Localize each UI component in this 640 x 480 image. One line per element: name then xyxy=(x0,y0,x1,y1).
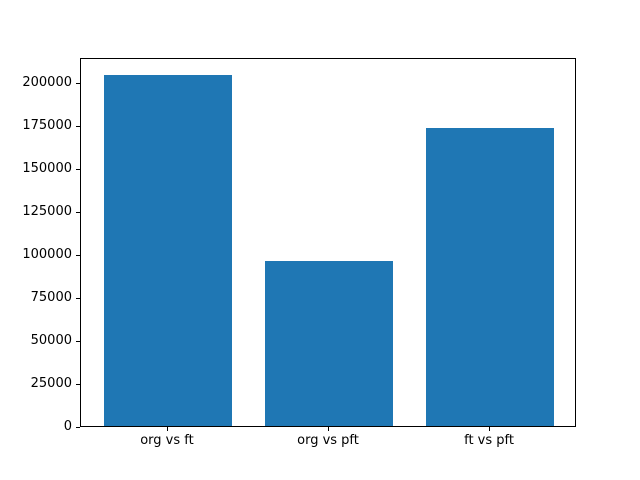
y-axis-tick-mark xyxy=(76,168,80,170)
x-axis-tick-mark xyxy=(328,427,329,431)
y-axis-tick-mark xyxy=(76,211,80,213)
y-axis-tick-mark xyxy=(76,82,80,84)
y-axis-tick-mark xyxy=(76,340,80,342)
x-axis-tick-mark xyxy=(489,427,491,431)
bar-org-vs-pft xyxy=(264,261,394,426)
y-axis-tick-label: 100000 xyxy=(22,246,72,262)
y-axis-tick-label: 175000 xyxy=(22,117,72,133)
y-axis-tick-mark xyxy=(76,125,80,127)
y-axis-tick-mark xyxy=(76,254,80,256)
y-axis-tick-label: 50000 xyxy=(30,332,72,348)
x-axis-tick-mark xyxy=(166,427,168,431)
x-axis-tick-label: org vs pft xyxy=(297,433,359,448)
y-axis-tick-mark xyxy=(76,297,80,299)
y-axis-tick-label: 25000 xyxy=(30,375,72,391)
bar-ft-vs-pft xyxy=(425,127,555,426)
y-axis-tick-mark xyxy=(76,383,80,385)
y-axis-tick-mark xyxy=(76,427,80,428)
x-axis-tick-label: ft vs pft xyxy=(464,433,514,448)
y-axis-tick-label: 0 xyxy=(63,419,72,434)
bar-org-vs-ft xyxy=(103,74,233,426)
y-axis-tick-label: 125000 xyxy=(22,203,72,219)
plot-area xyxy=(80,58,576,427)
y-axis-tick-label: 75000 xyxy=(30,289,72,305)
y-axis-tick-label: 150000 xyxy=(22,160,72,176)
y-axis-tick-label: 200000 xyxy=(22,74,72,90)
x-axis-tick-label: org vs ft xyxy=(140,433,194,448)
